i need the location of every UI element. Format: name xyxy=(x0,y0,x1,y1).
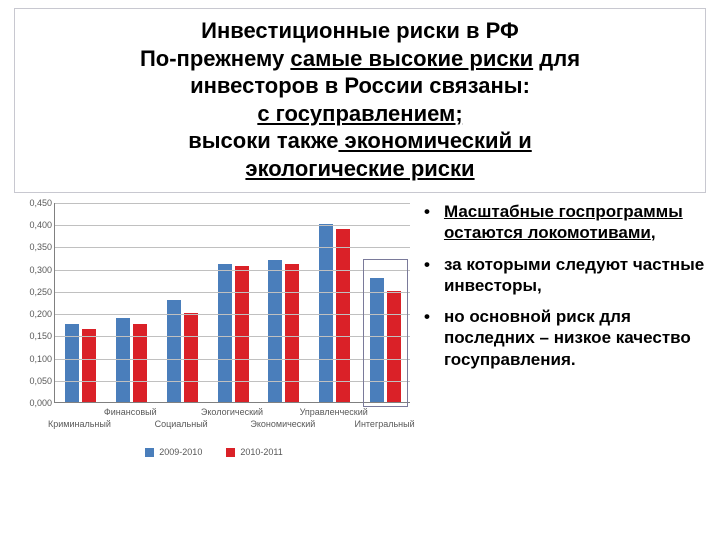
bar xyxy=(82,329,96,402)
grid-line xyxy=(55,336,410,337)
legend-swatch xyxy=(145,448,154,457)
legend-label: 2010-2011 xyxy=(240,447,282,457)
bullet-item: • Масштабные госпрограммы остаются локомо… xyxy=(424,201,706,244)
highlight-box xyxy=(363,259,409,407)
x-tick-label: Интегральный xyxy=(354,419,414,429)
bullet-dot: • xyxy=(424,254,430,297)
title-box: Инвестиционные риски в РФ По-прежнему са… xyxy=(14,8,706,193)
x-tick-label: Экологический xyxy=(201,407,263,417)
bullet-dot: • xyxy=(424,306,430,370)
legend-label: 2009-2010 xyxy=(159,447,202,457)
title-line-4: с госуправлением; xyxy=(33,100,687,128)
bar-group xyxy=(167,300,198,402)
y-tick-label: 0,100 xyxy=(14,354,52,364)
title-line-3: инвесторов в России связаны: xyxy=(33,72,687,100)
y-tick-label: 0,200 xyxy=(14,309,52,319)
bullet-dot: • xyxy=(424,201,430,244)
grid-line xyxy=(55,225,410,226)
x-tick-label: Финансовый xyxy=(104,407,157,417)
title-line-2: По-прежнему самые высокие риски для xyxy=(33,45,687,73)
y-tick-label: 0,250 xyxy=(14,287,52,297)
bullet-item: •но основной риск для последних – низкое… xyxy=(424,306,706,370)
plot-area xyxy=(54,203,410,403)
y-tick-label: 0,350 xyxy=(14,242,52,252)
bar xyxy=(336,229,350,402)
x-tick-label: Криминальный xyxy=(48,419,111,429)
grid-line xyxy=(55,314,410,315)
bar xyxy=(319,224,333,402)
chart-container: 2009-2010 2010-2011 0,000 0,050 0,100 0,150 0… xyxy=(14,199,414,459)
y-tick-label: 0,450 xyxy=(14,198,52,208)
legend-item: 2010-2011 xyxy=(226,447,282,457)
x-tick-label: Управленческий xyxy=(300,407,368,417)
bullet-text: за которыми следуют частные инвесторы, xyxy=(444,254,706,297)
x-tick-label: Экономический xyxy=(250,419,315,429)
y-tick-label: 0,400 xyxy=(14,220,52,230)
bullet-text: но основной риск для последних – низкое … xyxy=(444,306,706,370)
title-line-5: высоки также экономический и xyxy=(33,127,687,155)
legend-swatch xyxy=(226,448,235,457)
grid-line xyxy=(55,270,410,271)
title-text: Инвестиционные риски в РФ xyxy=(201,18,519,43)
title-line-6: экологические риски xyxy=(33,155,687,183)
bar xyxy=(167,300,181,402)
grid-line xyxy=(55,359,410,360)
chart-legend: 2009-2010 2010-2011 xyxy=(14,447,414,457)
grid-line xyxy=(55,247,410,248)
x-tick-label: Социальный xyxy=(155,419,208,429)
bullet-list: • Масштабные госпрограммы остаются локомо… xyxy=(424,199,706,459)
y-tick-label: 0,050 xyxy=(14,376,52,386)
title-line-1: Инвестиционные риски в РФ xyxy=(33,17,687,45)
grid-line xyxy=(55,381,410,382)
grid-line xyxy=(55,292,410,293)
y-tick-label: 0,150 xyxy=(14,331,52,341)
bullet-item: • за которыми следуют частные инвесторы, xyxy=(424,254,706,297)
bar xyxy=(116,318,130,402)
y-tick-label: 0,300 xyxy=(14,265,52,275)
bar-group xyxy=(116,318,147,402)
legend-item: 2009-2010 xyxy=(145,447,202,457)
grid-line xyxy=(55,203,410,204)
bullet-text: Масштабные госпрограммы остаются локомот… xyxy=(444,201,706,244)
bar-chart: 2009-2010 2010-2011 0,000 0,050 0,100 0,150 0… xyxy=(14,199,414,459)
bar-group xyxy=(319,224,350,402)
y-tick-label: 0,000 xyxy=(14,398,52,408)
